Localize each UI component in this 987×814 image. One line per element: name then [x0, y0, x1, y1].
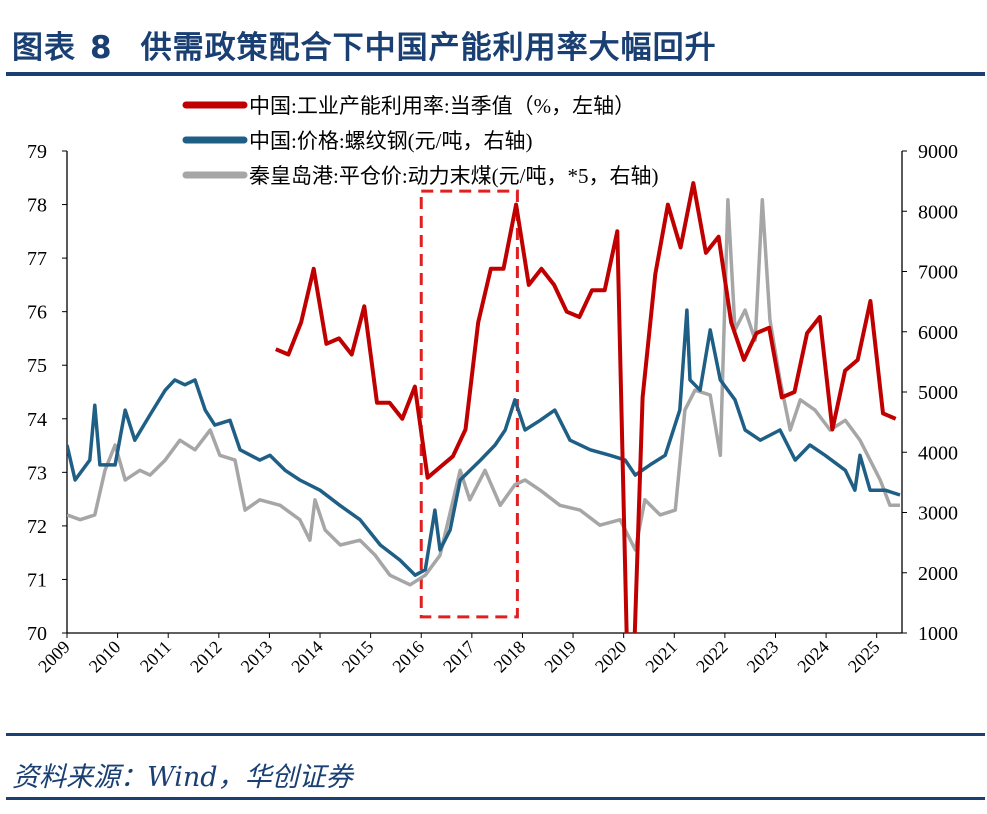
right-tick-label: 1000 [918, 623, 958, 645]
left-tick-label: 72 [27, 516, 47, 538]
legend-label: 中国:价格:螺纹钢(元/吨，右轴) [249, 129, 533, 153]
left-tick-label: 76 [27, 302, 47, 324]
x-tick-label: 2016 [388, 637, 428, 677]
left-tick-label: 75 [27, 355, 47, 377]
left-tick-label: 74 [27, 409, 47, 431]
x-tick-label: 2011 [136, 637, 175, 676]
x-tick-label: 2021 [642, 637, 682, 677]
right-tick-label: 2000 [918, 563, 958, 585]
axes: 70 71 72 73 74 75 76 77 78 79 1000 2000 3000 4000 5000… [27, 141, 958, 676]
series-lines [67, 181, 901, 633]
chart: 70 71 72 73 74 75 76 77 78 79 1000 2000 3000 4000 5000… [27, 94, 958, 676]
x-tick-label: 2022 [692, 637, 732, 677]
figure-title-text: 供需政策配合下中国产能利用率大幅回升 [140, 30, 717, 66]
x-tick-label: 2023 [743, 637, 783, 677]
right-tick-label: 4000 [918, 442, 958, 464]
figure-label: 图表 [12, 30, 76, 66]
x-tick-label: 2017 [439, 637, 479, 677]
right-tick-label: 9000 [918, 141, 958, 163]
left-tick-label: 78 [27, 195, 47, 217]
left-tick-label: 79 [27, 141, 47, 163]
left-tick-label: 71 [27, 569, 47, 591]
right-tick-label: 6000 [918, 322, 958, 344]
right-tick-label: 7000 [918, 262, 958, 284]
legend-label: 秦皇岛港:平仓价:动力末煤(元/吨，*5，右轴) [249, 164, 659, 188]
right-tick-label: 3000 [918, 503, 958, 525]
title-divider [6, 72, 985, 76]
capacity-utilization-line [275, 181, 897, 633]
left-tick-label: 77 [27, 248, 47, 270]
figure-title: 图表 8 供需政策配合下中国产能利用率大幅回升 [12, 22, 717, 67]
source-note: 资料来源：Wind，华创证券 [12, 762, 353, 793]
left-tick-label: 70 [27, 623, 47, 645]
figure-number: 8 [90, 30, 113, 66]
x-tick-label: 2012 [186, 637, 226, 677]
x-tick-label: 2013 [237, 637, 277, 677]
x-tick-label: 2018 [490, 637, 530, 677]
x-tick-label: 2025 [844, 637, 884, 677]
coal-price-line [67, 198, 900, 587]
right-tick-label: 8000 [918, 201, 958, 223]
x-tick-label: 2014 [287, 637, 327, 677]
right-tick-label: 5000 [918, 382, 958, 404]
source-divider-top [6, 733, 985, 736]
left-tick-label: 73 [27, 462, 47, 484]
x-tick-label: 2024 [793, 637, 833, 677]
legend: 中国:工业产能利用率:当季值（%，左轴） 中国:价格:螺纹钢(元/吨，右轴) 秦皇岛… [182, 94, 659, 188]
x-tick-label: 2010 [85, 637, 125, 677]
x-tick-label: 2015 [338, 637, 378, 677]
source-divider-bottom [6, 797, 985, 800]
x-tick-label: 2020 [591, 637, 631, 677]
x-tick-label: 2019 [540, 637, 580, 677]
legend-label: 中国:工业产能利用率:当季值（%，左轴） [249, 94, 635, 118]
rebar-price-line [67, 308, 901, 577]
